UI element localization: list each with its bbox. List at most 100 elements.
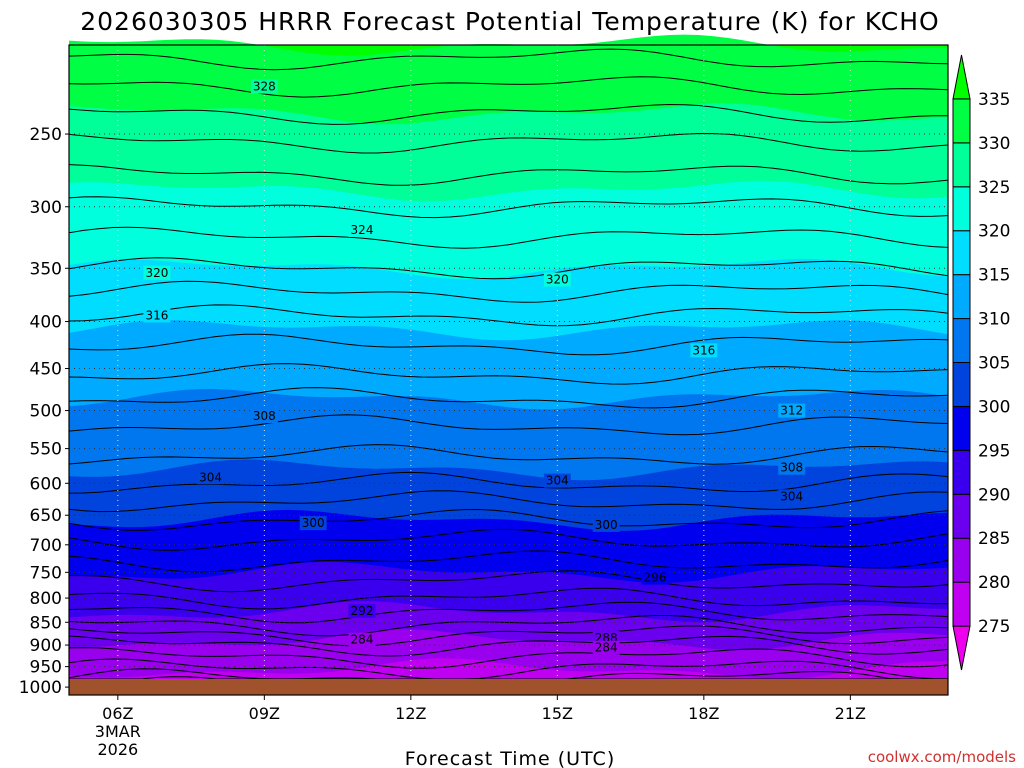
y-tick-label: 550: [30, 440, 62, 460]
plot-grid-lines: [69, 45, 948, 688]
y-axis: 250 300 350 400 450 500 550 600 650 700 750 800 850 9…: [19, 125, 69, 698]
y-tick-label: 350: [30, 259, 62, 279]
contour-324: [68, 196, 949, 219]
contour-label-bg: [592, 517, 620, 532]
colorbar-tick-label: 275: [978, 617, 1010, 637]
y-tick-label: 850: [30, 613, 62, 633]
contour-label-bg: [641, 570, 669, 585]
contour-320: [68, 257, 949, 280]
colorbar-tick-label: 280: [978, 573, 1010, 593]
colorbar-tick-label: 285: [978, 529, 1010, 549]
contour-label-bg: [778, 460, 806, 475]
colorbar-segment: [952, 186, 971, 232]
contour-label-bg: [543, 473, 571, 488]
colorbar-segment: [952, 54, 971, 100]
contour-label-bg: [348, 603, 376, 618]
x-tick-label: 12Z: [395, 704, 426, 723]
colorbar-tick-label: 300: [978, 397, 1010, 417]
contour-308: [68, 414, 949, 436]
contour-label: 300: [595, 518, 618, 532]
contour-290: [68, 601, 949, 624]
contour-label-bg: [592, 640, 620, 655]
y-tick-label: 750: [30, 563, 62, 583]
x-tick-label: 06Z: [102, 704, 133, 723]
plot-frame: [68, 44, 949, 696]
contour-326: [68, 164, 949, 186]
contour-label-bg: [143, 308, 171, 323]
contour-328: [68, 132, 949, 154]
x-axis-label: Forecast Time (UTC): [405, 748, 615, 768]
y-tick-label: 1000: [19, 678, 62, 698]
colorbar-segment: [952, 230, 971, 276]
contour-300: [68, 508, 949, 531]
contour-label: 312: [780, 404, 803, 418]
y-tick-label: 650: [30, 506, 62, 526]
colorbar-tick-label: 325: [978, 178, 1010, 198]
contour-310: [68, 387, 949, 409]
contour-294: [69, 570, 949, 593]
contour-282: [68, 647, 949, 669]
contour-label: 328: [253, 80, 276, 94]
contour-312: [68, 363, 949, 385]
colorbar: 275 280 285 290 295 300 305 310 315 320 325 330 335: [952, 54, 1010, 671]
x-tick-year: 2026: [97, 740, 138, 759]
contour-label-bg: [250, 409, 278, 424]
colorbar-tick-label: 290: [978, 485, 1010, 505]
contour-label: 304: [780, 489, 803, 503]
y-tick-label: 600: [30, 474, 62, 494]
contour-label-bg: [143, 265, 171, 280]
contour-label: 320: [546, 273, 569, 287]
contour-label: 304: [199, 470, 222, 484]
contour-304: [68, 471, 949, 494]
colorbar-tick-label: 330: [978, 134, 1010, 154]
band-280: [69, 658, 948, 679]
contour-330: [68, 103, 949, 125]
colorbar-tick-label: 305: [978, 354, 1010, 374]
contour-296: [68, 550, 949, 573]
contour-332: [68, 76, 949, 98]
contour-label: 296: [644, 571, 667, 585]
chart-title: 2026030305 HRRR Forecast Potential Tempe…: [80, 7, 940, 36]
contour-label-bg: [778, 489, 806, 504]
colorbar-segment: [952, 98, 971, 144]
contour-label: 320: [145, 266, 168, 280]
colorbar-segment: [952, 625, 971, 671]
contour-label: 292: [351, 604, 374, 618]
contour-label-bg: [690, 343, 718, 358]
band-285: [69, 629, 948, 679]
contour-label: 300: [302, 516, 325, 530]
x-tick-label: 21Z: [835, 704, 866, 723]
y-tick-label: 950: [30, 658, 62, 678]
contour-label: 284: [351, 633, 374, 647]
credit-text: coolwx.com/models: [868, 748, 1016, 766]
colorbar-segment: [952, 142, 971, 188]
plot-contour-lines: [68, 48, 949, 680]
colorbar-tick-label: 310: [978, 310, 1010, 330]
y-tick-label: 250: [30, 125, 62, 145]
contour-label-bg: [299, 516, 327, 531]
contour-label-bg: [543, 272, 571, 287]
colorbar-segment: [952, 318, 971, 364]
x-tick-label: 15Z: [542, 704, 573, 723]
colorbar-segment: [952, 537, 971, 583]
x-tick-label: 09Z: [249, 704, 280, 723]
x-tick-date: 3MAR: [95, 722, 141, 741]
colorbar-segment: [952, 449, 971, 495]
contour-284: [68, 635, 949, 657]
y-tick-label: 400: [30, 313, 62, 333]
contour-label: 316: [145, 309, 168, 323]
y-tick-label: 800: [30, 589, 62, 609]
colorbar-segment: [952, 493, 971, 539]
contour-314: [68, 333, 949, 356]
contour-label: 308: [253, 409, 276, 423]
contour-label-bg: [250, 79, 278, 94]
contour-288: [68, 615, 949, 637]
y-tick-label: 700: [30, 536, 62, 556]
colorbar-segment: [952, 274, 971, 320]
colorbar-segment: [952, 405, 971, 451]
contour-label: 316: [692, 343, 715, 357]
y-tick-label: 900: [30, 636, 62, 656]
colorbar-tick-label: 315: [978, 266, 1010, 286]
